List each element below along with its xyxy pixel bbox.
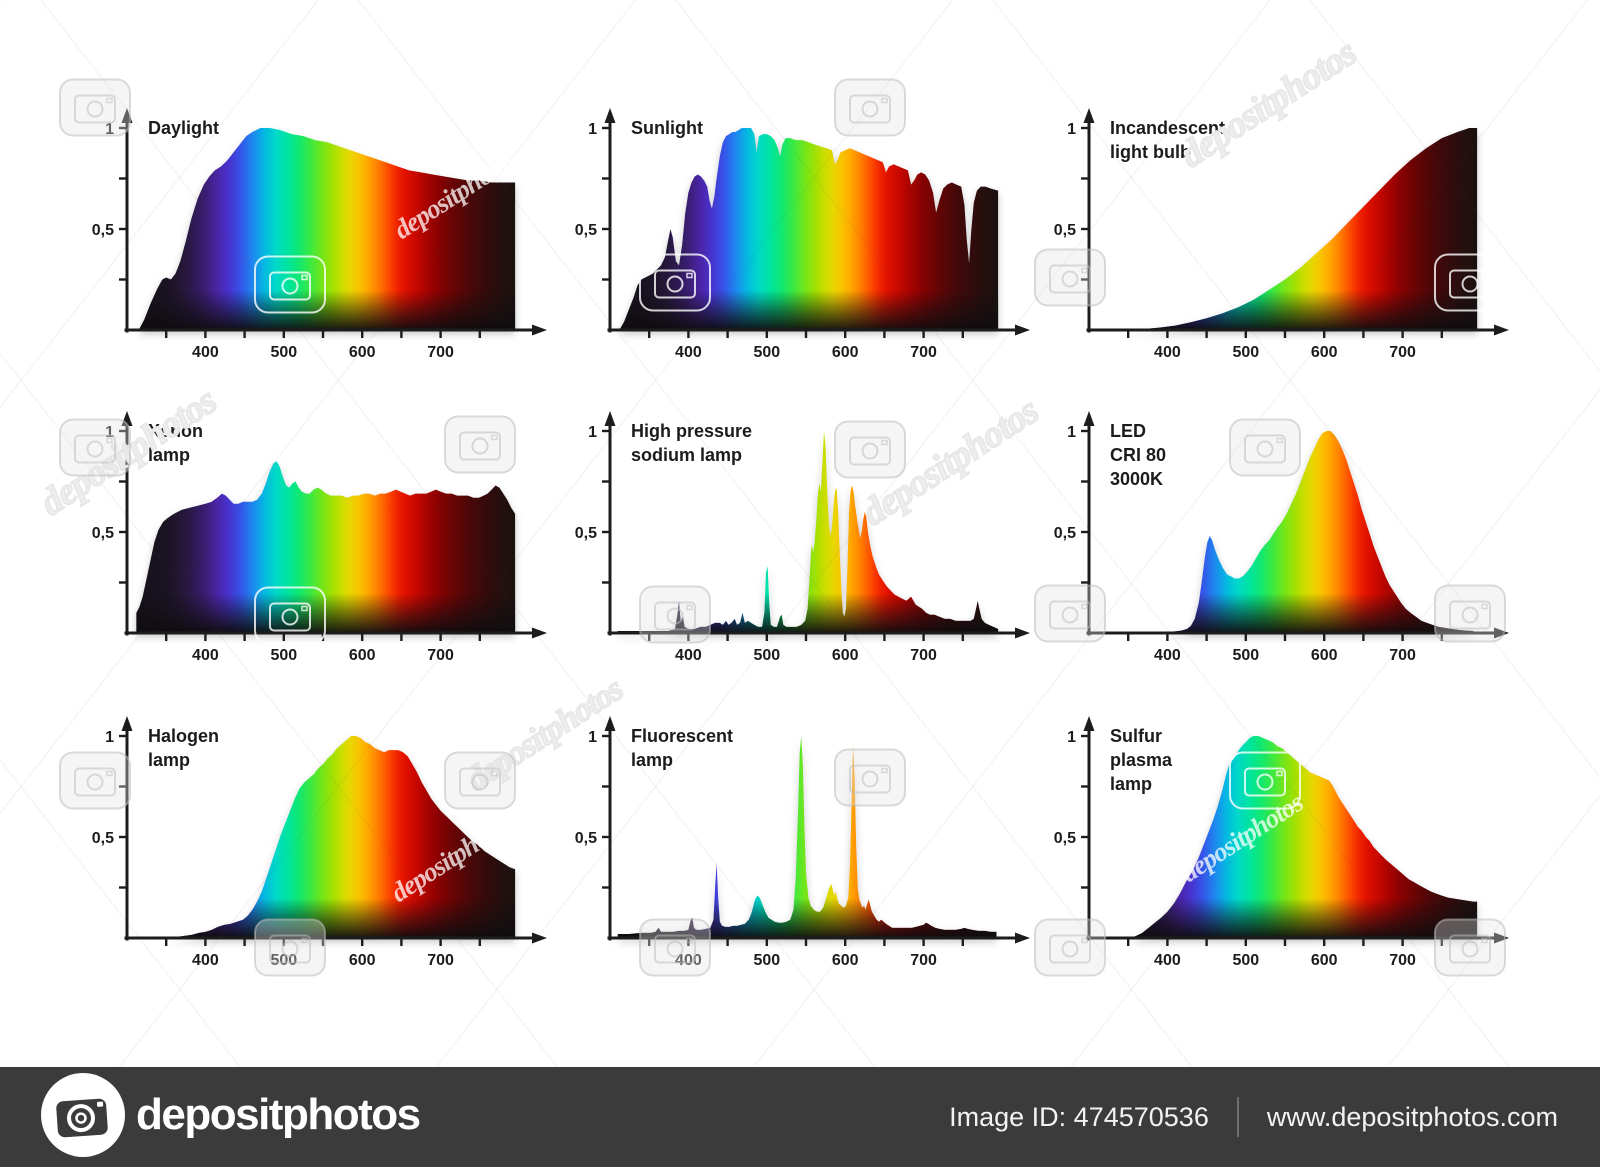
chart-title: LED — [1110, 421, 1146, 441]
x-tick-label: 600 — [832, 952, 859, 969]
x-tick-label: 700 — [427, 952, 454, 969]
x-tick-label: 500 — [753, 344, 780, 361]
image-id-label: Image ID: 474570536 — [949, 1101, 1209, 1132]
chart-incandescent: 400 500 600 700 1 0,5 Incandescent light bulb — [1044, 100, 1514, 380]
x-tick-label: 400 — [192, 647, 219, 664]
y-tick-label: 0,5 — [92, 830, 114, 847]
y-tick-label: 0,5 — [575, 525, 597, 542]
chart-title: CRI 80 — [1110, 445, 1166, 465]
x-tick-label: 700 — [427, 647, 454, 664]
x-tick-label: 600 — [1311, 647, 1338, 664]
y-tick-label: 0,5 — [1054, 830, 1076, 847]
footer-brand: depositphotos — [40, 1072, 421, 1163]
site-url[interactable]: www.depositphotos.com — [1266, 1101, 1558, 1132]
x-tick-label: 400 — [1154, 952, 1181, 969]
chart-title: sodium lamp — [631, 445, 742, 465]
y-tick-label: 0,5 — [92, 222, 114, 239]
chart-daylight: 400 500 600 700 1 0,5 Daylight — [82, 100, 552, 380]
y-tick-label: 1 — [588, 121, 597, 138]
x-tick-label: 700 — [910, 344, 937, 361]
chart-sunlight: 400 500 600 700 1 0,5 Sunlight — [565, 100, 1035, 380]
chart-fluorescent: 400 500 600 700 1 0,5 Fluorescent lamp — [565, 708, 1035, 988]
x-tick-label: 600 — [1311, 344, 1338, 361]
x-tick-label: 400 — [1154, 647, 1181, 664]
x-tick-label: 400 — [675, 647, 702, 664]
x-tick-label: 500 — [1232, 952, 1259, 969]
chart-title: Fluorescent — [631, 726, 733, 746]
x-tick-label: 500 — [1232, 344, 1259, 361]
spectrum-area — [136, 461, 516, 633]
chart-title: Halogen — [148, 726, 219, 746]
axes: 400 500 600 700 1 0,5 — [1054, 716, 1509, 969]
axes: 400 500 600 700 1 0,5 — [575, 108, 1030, 361]
y-tick-label: 0,5 — [92, 525, 114, 542]
x-tick-label: 500 — [270, 647, 297, 664]
chart-title: Incandescent — [1110, 118, 1225, 138]
x-tick-label: 600 — [349, 647, 376, 664]
x-tick-label: 400 — [1154, 344, 1181, 361]
spectrum-area — [1129, 736, 1478, 938]
x-tick-label: 500 — [753, 647, 780, 664]
chart-halogen: 400 500 600 700 1 0,5 Halogen lamp — [82, 708, 552, 988]
chart-title: lamp — [148, 445, 190, 465]
y-tick-label: 1 — [588, 424, 597, 441]
chart-title: Sunlight — [631, 118, 703, 138]
y-tick-label: 1 — [1067, 121, 1076, 138]
chart-sulfur-plasma: 400 500 600 700 1 0,5 Sulfur plasma lamp — [1044, 708, 1514, 988]
y-tick-label: 0,5 — [1054, 525, 1076, 542]
footer-bar: depositphotos Image ID: 474570536 www.de… — [0, 1067, 1600, 1167]
y-tick-label: 1 — [1067, 729, 1076, 746]
y-tick-label: 1 — [105, 424, 114, 441]
x-tick-label: 700 — [910, 952, 937, 969]
x-tick-label: 600 — [832, 647, 859, 664]
chart-title: light bulb — [1110, 142, 1191, 162]
axes: 400 500 600 700 1 0,5 — [575, 411, 1030, 664]
x-tick-label: 700 — [1389, 952, 1416, 969]
y-tick-label: 0,5 — [1054, 222, 1076, 239]
x-tick-label: 400 — [192, 344, 219, 361]
chart-title: 3000K — [1110, 469, 1163, 489]
y-tick-label: 0,5 — [575, 830, 597, 847]
footer-brand-wordmark: depositphotos — [136, 1090, 421, 1139]
x-tick-label: 400 — [675, 952, 702, 969]
chart-title: High pressure — [631, 421, 752, 441]
x-tick-label: 400 — [192, 952, 219, 969]
x-tick-label: 700 — [910, 647, 937, 664]
chart-title: Daylight — [148, 118, 219, 138]
chart-high-pressure-sodium: 400 500 600 700 1 0,5 High pressure sodium lamp — [565, 403, 1035, 683]
x-tick-label: 700 — [1389, 647, 1416, 664]
x-tick-label: 500 — [1232, 647, 1259, 664]
spectrum-area — [619, 128, 999, 330]
x-tick-label: 600 — [349, 344, 376, 361]
chart-xenon: 400 500 600 700 1 0,5 Xenon lamp — [82, 403, 552, 683]
y-tick-label: 0,5 — [575, 222, 597, 239]
footer-divider — [1236, 1097, 1239, 1137]
chart-title: lamp — [1110, 774, 1152, 794]
y-tick-label: 1 — [105, 729, 114, 746]
chart-title: lamp — [631, 750, 673, 770]
x-tick-label: 700 — [1389, 344, 1416, 361]
spectrum-area — [138, 128, 516, 330]
x-tick-label: 600 — [1311, 952, 1338, 969]
chart-title: lamp — [148, 750, 190, 770]
x-tick-label: 500 — [270, 952, 297, 969]
x-tick-label: 600 — [349, 952, 376, 969]
chart-title: Xenon — [148, 421, 203, 441]
chart-led: 400 500 600 700 1 0,5 LED CRI 80 3000K — [1044, 403, 1514, 683]
x-tick-label: 500 — [270, 344, 297, 361]
y-tick-label: 1 — [1067, 424, 1076, 441]
chart-title: plasma — [1110, 750, 1173, 770]
y-tick-label: 1 — [588, 729, 597, 746]
depositphotos-camera-logo-icon — [40, 1072, 126, 1163]
footer-meta: Image ID: 474570536 www.depositphotos.co… — [949, 1097, 1558, 1137]
y-tick-label: 1 — [105, 121, 114, 138]
x-tick-label: 700 — [427, 344, 454, 361]
x-tick-label: 600 — [832, 344, 859, 361]
chart-title: Sulfur — [1110, 726, 1162, 746]
x-tick-label: 400 — [675, 344, 702, 361]
x-tick-label: 500 — [753, 952, 780, 969]
